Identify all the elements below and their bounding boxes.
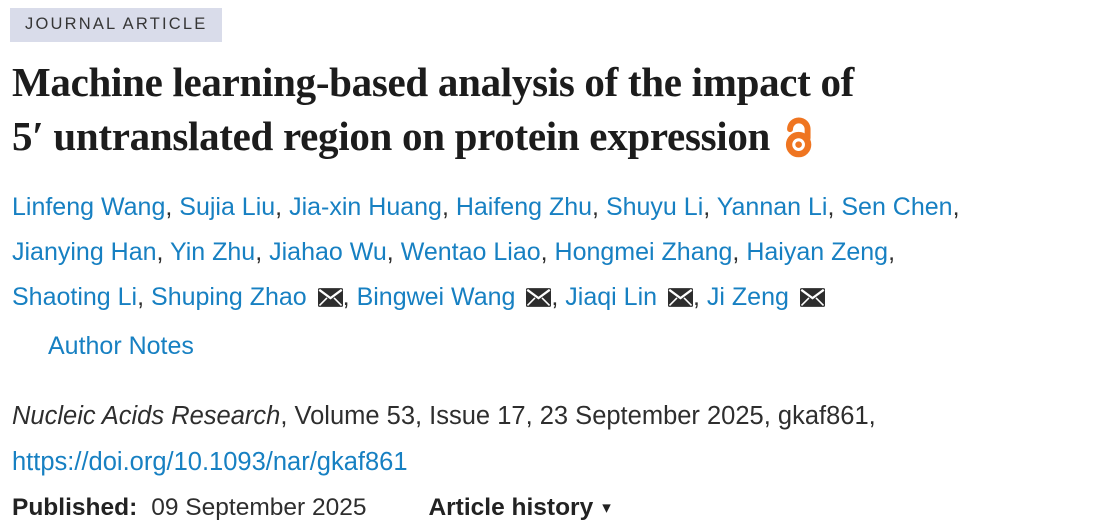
author-link[interactable]: Bingwei Wang [356, 283, 516, 311]
open-access-icon[interactable] [780, 111, 817, 172]
author-link[interactable]: Wentao Liao [400, 238, 541, 266]
author-notes-row: Author Notes [48, 329, 1106, 363]
author-separator: , [692, 283, 707, 311]
title-line-1: Machine learning-based analysis of the i… [12, 59, 855, 105]
envelope-icon[interactable] [667, 277, 693, 322]
author-notes-link[interactable]: Author Notes [48, 332, 194, 360]
article-title: Machine learning-based analysis of the i… [12, 55, 1106, 172]
author-separator: , [137, 283, 152, 311]
author-link[interactable]: Jia-xin Huang [289, 193, 442, 221]
title-line-2: 5′ untranslated region on protein expres… [12, 113, 771, 159]
published-date: 09 September 2025 [151, 494, 367, 521]
author-link[interactable]: Yannan Li [716, 193, 828, 221]
author-link[interactable]: Yin Zhu [169, 238, 256, 266]
publication-row: Published: 09 September 2025 Article his… [12, 494, 1106, 522]
author-list: Linfeng Wang, Sujia Liu, Jia-xin Huang, … [12, 185, 1106, 322]
author-separator: , [703, 193, 717, 221]
author-link[interactable]: Sujia Liu [179, 193, 276, 221]
author-link[interactable]: Jiahao Wu [269, 238, 387, 266]
author-separator: , [386, 238, 401, 266]
author-link[interactable]: Linfeng Wang [12, 193, 166, 221]
author-link[interactable]: Ji Zeng [706, 283, 789, 311]
author-separator: , [156, 238, 170, 266]
author-separator: , [441, 193, 456, 221]
author-link[interactable]: Shuyu Li [605, 193, 704, 221]
citation: Nucleic Acids Research, Volume 53, Issue… [12, 393, 1106, 439]
author-separator: , [827, 193, 842, 221]
author-separator: , [551, 283, 566, 311]
article-history-label: Article history [428, 494, 594, 521]
published-label: Published: [12, 494, 138, 521]
author-separator: , [540, 238, 555, 266]
author-separator: , [592, 193, 606, 221]
journal-name-link[interactable]: Nucleic Acids Research [12, 402, 281, 430]
author-link[interactable]: Haifeng Zhu [455, 193, 593, 221]
title-line-2-wrap: 5′ untranslated region on protein expres… [12, 109, 1106, 172]
envelope-icon[interactable] [799, 277, 825, 322]
article-type-badge: JOURNAL ARTICLE [10, 8, 223, 42]
author-link[interactable]: Hongmei Zhang [554, 238, 733, 266]
doi-row: https://doi.org/10.1093/nar/gkaf861 [12, 439, 1106, 485]
author-link[interactable]: Haiyan Zeng [746, 238, 889, 266]
envelope-icon[interactable] [526, 277, 552, 322]
author-link[interactable]: Sen Chen [841, 193, 953, 221]
author-separator: , [165, 193, 180, 221]
author-link[interactable]: Jianying Han [12, 238, 157, 266]
author-separator: , [952, 193, 960, 221]
doi-link[interactable]: https://doi.org/10.1093/nar/gkaf861 [12, 448, 408, 476]
author-separator: , [888, 238, 896, 266]
envelope-icon[interactable] [317, 277, 343, 322]
author-separator: , [342, 283, 357, 311]
author-separator: , [255, 238, 270, 266]
author-link[interactable]: Shuping Zhao [151, 283, 307, 311]
caret-down-icon: ▾ [602, 498, 611, 517]
author-separator: , [732, 238, 747, 266]
citation-details: , Volume 53, Issue 17, 23 September 2025… [280, 402, 876, 430]
author-link[interactable]: Jiaqi Lin [565, 283, 658, 311]
article-history-toggle[interactable]: Article history ▾ [428, 494, 610, 522]
author-link[interactable]: Shaoting Li [12, 283, 138, 311]
author-separator: , [275, 193, 290, 221]
